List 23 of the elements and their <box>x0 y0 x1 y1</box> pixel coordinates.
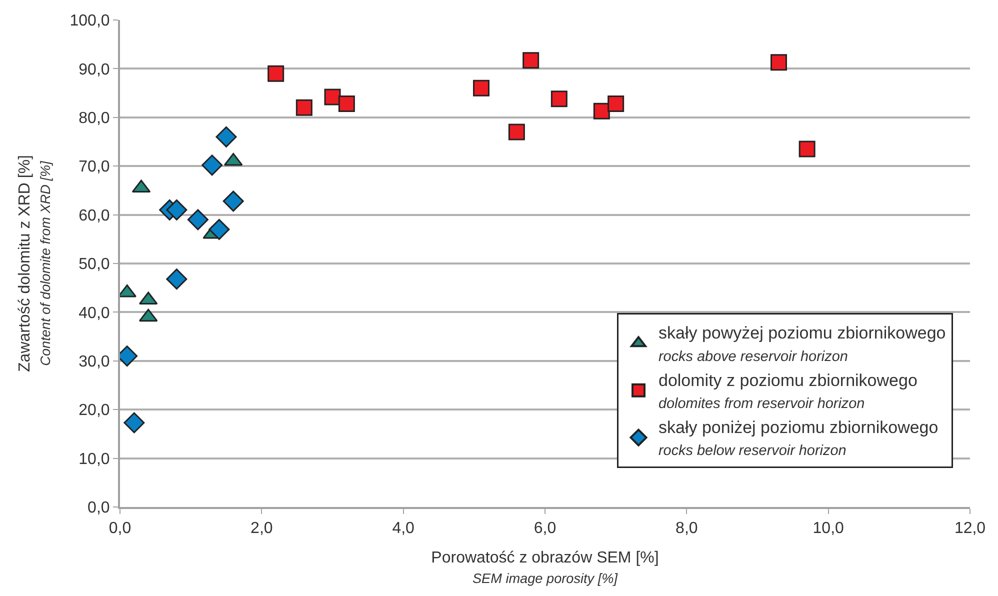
x-axis-title: Porowatość z obrazów SEM [%] SEM image porosity [%] <box>431 549 659 586</box>
x-tick-label: 8,0 <box>676 520 698 538</box>
y-tick-label: 0,0 <box>88 500 110 517</box>
legend-label: skały powyżej poziomu zbiornikowego rocks above reservoir horizon <box>658 324 946 365</box>
y-tick-label: 50,0 <box>78 256 110 274</box>
x-tick-label: 0,0 <box>108 520 132 538</box>
x-tick-label: 10,0 <box>812 520 844 538</box>
y-tick-label: 80,0 <box>78 110 110 127</box>
y-tick-label: 70,0 <box>78 158 110 176</box>
x-tick-label: 2,0 <box>250 520 273 538</box>
y-tick-label: 40,0 <box>78 304 110 322</box>
y-tick-label: 10,0 <box>78 450 110 468</box>
y-tick-label: 20,0 <box>78 402 110 420</box>
y-tick-label: 90,0 <box>78 61 110 78</box>
legend-label: skały poniżej poziomu zbiornikowego rocks below reservoir horizon <box>658 418 938 460</box>
y-tick-label: 60,0 <box>78 207 110 224</box>
y-axis-title: Zawartość dolomitu z XRD [%] Content of dolomite from XRD [%] <box>16 155 54 372</box>
y-tick-label: 30,0 <box>78 354 110 370</box>
legend-label: dolomity z poziomu zbiornikowego dolomites from reservoir horizon <box>658 370 918 412</box>
x-tick-label: 12,0 <box>954 520 986 538</box>
y-tick-label: 100,0 <box>70 12 110 30</box>
x-tick-label: 4,0 <box>392 520 415 538</box>
x-tick-label: 6,0 <box>534 520 556 538</box>
